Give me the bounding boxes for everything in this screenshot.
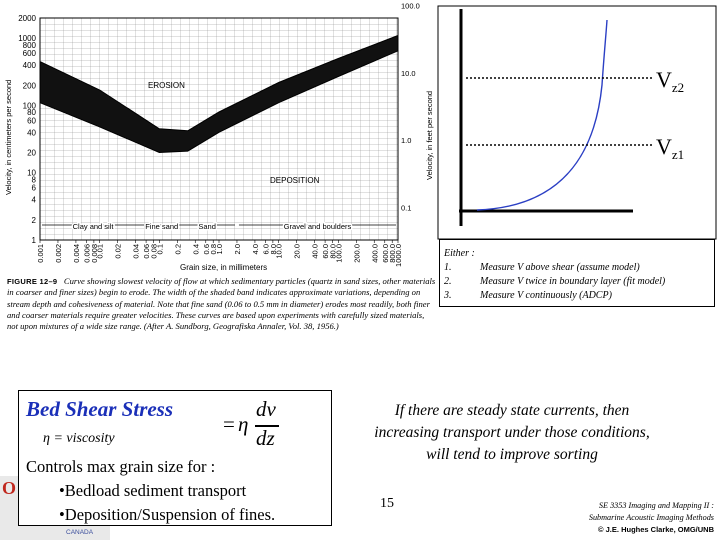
x-tick-label: 0.1 [155,244,164,254]
x-tick-label: 0.4 [191,244,200,254]
controls-list: Controls max grain size for : •Bedload s… [26,455,275,527]
x-tick-label: 0.006 [82,244,91,263]
sorting-note: If there are steady state currents, then… [374,402,650,463]
x-tick-label: 800.0 [388,244,397,263]
x-tick-label: 60.0 [321,244,330,259]
x-tick-label: 0.02 [114,244,123,259]
size-class-label: Clay and silt [73,222,115,231]
y-tick-label: 8 [32,175,37,184]
y-right-tick-label: 1.0 [401,136,411,145]
vz2-label: Vz2 [656,67,684,95]
y-tick-label: 4 [32,196,37,205]
velocity-profile-diagram: Vz2 Vz1 [437,5,717,240]
page-number: 15 [380,496,394,511]
method-item: 2. Measure V twice in boundary layer (fit… [444,276,666,287]
y-tick-label: 200 [23,81,37,90]
chart-region-erosion: EROSION [148,81,185,90]
chart-xlabel: Grain size, in millimeters [180,263,267,272]
bed-shear-stress-box: Bed Shear Stress = η dv dz η = viscosity… [18,390,332,526]
y-tick-label: 60 [27,116,36,125]
y-right-tick-label: 0.1 [401,203,411,212]
x-tick-label: 0.002 [54,244,63,263]
x-tick-label: 0.004 [72,244,81,263]
control-item: •Bedload sediment transport [59,481,247,500]
x-tick-label: 8.0 [269,244,278,254]
x-tick-label: 100.0 [334,244,343,263]
x-tick-label: 10.0 [275,244,284,259]
shear-title: Bed Shear Stress [26,397,174,421]
chart-ylabel-left: Velocity, in centimeters per second [4,80,13,195]
x-tick-label: 0.01 [96,244,105,259]
x-tick-label: 2.0 [233,244,242,254]
chart-region-deposition: DEPOSITION [270,176,320,185]
x-tick-label: 1000.0 [394,244,403,267]
figure-caption: FIGURE 12–9 Curve showing slowest veloci… [7,276,437,332]
y-right-tick-label: 100.0 [401,2,420,11]
size-class-label: Fine sand [145,222,178,231]
y-tick-label: 1 [32,236,37,245]
x-tick-label: 20.0 [293,244,302,259]
y-tick-label: 10 [27,169,36,178]
chart-ylabel-right: Velocity, in feet per second [425,91,434,180]
x-tick-label: 0.001 [36,244,45,263]
y-tick-label: 6 [32,184,37,193]
x-tick-label: 6.0 [261,244,270,254]
x-tick-label: 0.06 [142,244,151,259]
y-tick-label: 100 [23,101,37,110]
x-tick-label: 80.0 [329,244,338,259]
logo-letter: O [2,478,17,498]
logo-country: CANADA [66,529,94,536]
measurement-methods-box: Either : 1. Measure V above shear (assume… [439,239,715,307]
y-tick-label: 2 [32,216,37,225]
methods-intro: Either : [444,248,475,259]
method-item: 1. Measure V above shear (assume model) [444,262,640,273]
control-item: •Deposition/Suspension of fines. [59,505,276,524]
y-tick-label: 1000 [18,34,36,43]
controls-heading: Controls max grain size for : [26,457,216,476]
y-tick-label: 20 [27,149,36,158]
shear-equation: = η dv dz [223,397,303,452]
x-tick-label: 0.2 [173,244,182,254]
figure-caption-text: Curve showing slowest velocity of flow a… [7,276,436,332]
course-credit: SE 3353 Imaging and Mapping II : Submari… [588,501,714,534]
x-tick-label: 0.08 [150,244,159,259]
size-class-label: Gravel and boulders [284,222,352,231]
method-item: 3. Measure V continuously (ADCP) [444,290,612,301]
erosion-deposition-band [39,34,399,154]
y-tick-label: 2000 [18,14,36,23]
figure-number: FIGURE 12–9 [7,277,58,286]
y-tick-label: 600 [23,49,37,58]
x-tick-label: 40.0 [311,244,320,259]
x-tick-label: 1.0 [215,244,224,254]
velocity-profile-curve [476,19,608,211]
y-tick-label: 40 [27,128,36,137]
viscosity-note: η = viscosity [43,431,115,446]
y-tick-label: 800 [23,41,37,50]
y-tick-label: 400 [23,61,37,70]
x-tick-label: 0.8 [209,244,218,254]
x-tick-label: 200.0 [352,244,361,263]
x-tick-label: 0.6 [202,244,211,254]
x-tick-label: 400.0 [370,244,379,263]
y-right-tick-label: 10.0 [401,69,416,78]
x-tick-label: 0.008 [90,244,99,263]
x-tick-label: 600.0 [381,244,390,263]
x-tick-label: 0.04 [132,244,141,259]
size-class-label: Sand [198,222,216,231]
vz1-label: Vz1 [656,134,684,162]
y-tick-label: 80 [27,108,36,117]
x-tick-label: 4.0 [251,244,260,254]
